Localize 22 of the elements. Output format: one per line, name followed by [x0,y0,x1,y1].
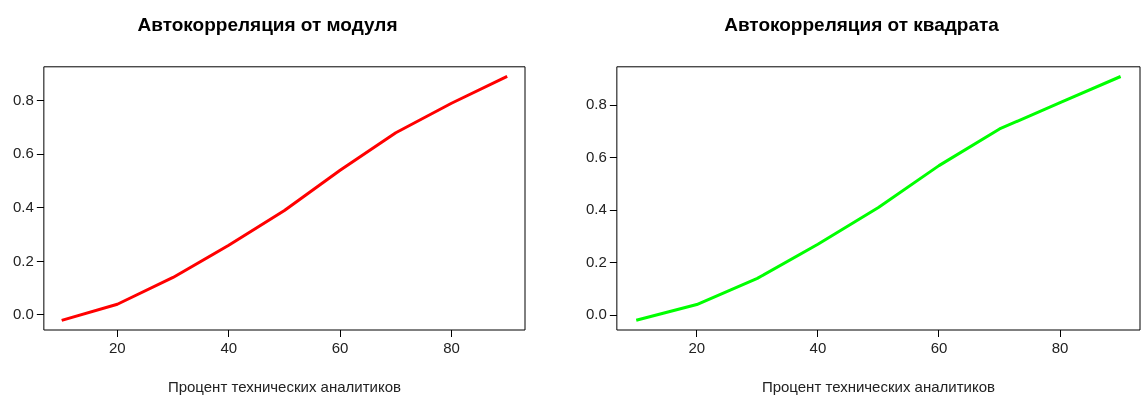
y-tick-label: 0.8 [12,90,34,108]
y-tick-label: 0.4 [585,200,607,218]
x-axis-title: Процент технических аналитиков [761,378,995,396]
y-tick-label: 0.6 [12,144,34,162]
x-tick-label: 80 [443,339,460,357]
y-tick-label: 0.6 [585,147,607,165]
x-tick-label: 20 [688,339,706,357]
chart-title: Автокорреляция от модуля [137,13,398,35]
y-tick-label: 0.0 [585,305,607,323]
x-tick-label: 40 [220,339,238,357]
y-tick-label: 0.4 [12,197,34,215]
x-tick-label: 40 [809,339,827,357]
y-tick-label: 0.8 [585,95,607,113]
y-tick-label: 0.2 [585,252,607,270]
x-tick-label: 60 [331,339,349,357]
x-tick-label: 20 [109,339,126,357]
chart-title: Автокорреляция от квадрата [724,13,1000,35]
x-axis-title: Процент технических аналитиков [167,378,401,396]
y-tick-label: 0.0 [12,305,34,323]
y-tick-label: 0.2 [12,251,34,269]
x-tick-label: 80 [1051,339,1069,357]
x-tick-label: 60 [930,339,948,357]
